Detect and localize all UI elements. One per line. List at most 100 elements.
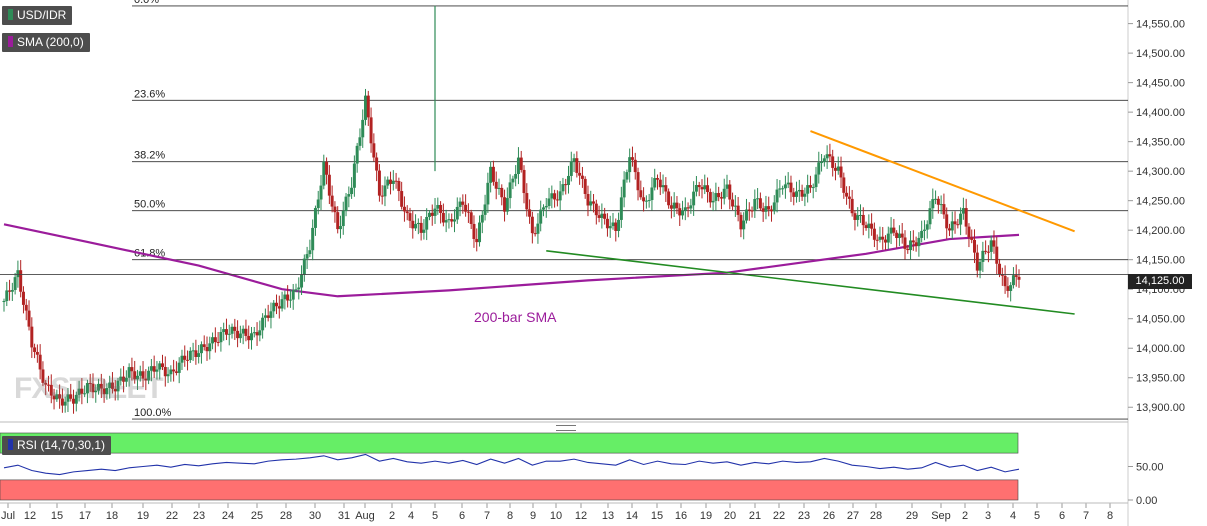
- candle-body: [224, 329, 228, 335]
- candle-body: [252, 332, 256, 334]
- candle-body: [973, 239, 977, 253]
- time-tick-label: Sep: [931, 510, 951, 522]
- candle-body: [575, 158, 579, 173]
- candle-body: [611, 222, 615, 227]
- candle-body: [191, 350, 195, 352]
- candle-body: [155, 369, 159, 372]
- candle-body: [327, 174, 331, 196]
- candle-body: [447, 219, 451, 221]
- rsi-tick-label: 50.00: [1136, 462, 1164, 474]
- fib-level-label: 50.0%: [134, 199, 165, 211]
- candle-body: [895, 232, 899, 239]
- candle-body: [589, 201, 593, 206]
- candle-body: [202, 344, 206, 347]
- candle-body: [1011, 275, 1015, 286]
- candle-body: [781, 188, 785, 190]
- time-tick-label: 5: [432, 510, 438, 522]
- time-tick-label: 24: [222, 510, 234, 522]
- candle-body: [639, 190, 643, 198]
- candle-body: [636, 172, 640, 191]
- candle-body: [386, 179, 390, 186]
- candle-body: [697, 185, 701, 188]
- candle-body: [739, 214, 743, 230]
- candle-body: [85, 383, 89, 394]
- time-tick-label: 13: [602, 510, 614, 522]
- candle-body: [870, 223, 874, 229]
- candle-body: [953, 221, 957, 225]
- candle-body: [970, 237, 974, 240]
- candle-body: [655, 178, 659, 180]
- candle-body: [469, 212, 473, 224]
- candle-body: [561, 184, 565, 192]
- candle-body: [322, 161, 326, 186]
- rsi-pane: 0.00 50.00: [0, 432, 1164, 507]
- candle-body: [856, 215, 860, 220]
- candle-body: [998, 263, 1002, 275]
- candle-body: [272, 302, 276, 312]
- candle-body: [283, 294, 287, 300]
- candle-body: [241, 328, 245, 334]
- candle-body: [934, 198, 938, 200]
- candle-body: [547, 198, 551, 206]
- candle-body: [411, 220, 415, 229]
- candle-body: [758, 198, 762, 209]
- sma-annotation: 200-bar SMA: [474, 309, 557, 325]
- candle-body: [338, 226, 342, 230]
- candle-body: [747, 209, 751, 211]
- candle-body: [650, 187, 654, 201]
- candle-body: [163, 366, 167, 377]
- candle-body: [603, 213, 607, 219]
- candle-body: [414, 224, 418, 229]
- candle-body: [992, 240, 996, 247]
- candle-body: [978, 261, 982, 271]
- candle-body: [211, 337, 215, 344]
- candle-body: [672, 202, 676, 209]
- time-tick-label: 7: [1083, 510, 1089, 522]
- candle-body: [516, 157, 520, 174]
- candle-body: [255, 332, 259, 336]
- candle-body: [141, 371, 145, 379]
- candle-body: [761, 208, 765, 212]
- candle-body: [797, 189, 801, 192]
- candle-body: [984, 250, 988, 252]
- candle-body: [450, 219, 454, 222]
- candle-body: [46, 384, 50, 386]
- candle-body: [83, 393, 87, 395]
- candle-body: [461, 201, 465, 205]
- candle-body: [717, 193, 721, 198]
- candle-body: [291, 289, 295, 300]
- candle-body: [959, 213, 963, 225]
- candle-body: [633, 159, 637, 173]
- candle-body: [152, 366, 156, 372]
- candle-body: [58, 394, 62, 399]
- time-tick-label: Aug: [355, 510, 375, 522]
- candle-body: [928, 208, 932, 225]
- candle-body: [872, 228, 876, 240]
- candle-body: [380, 195, 384, 197]
- time-tick-label: 25: [251, 510, 263, 522]
- candle-body: [97, 383, 101, 391]
- candle-body: [177, 362, 181, 373]
- candle-body: [853, 213, 857, 220]
- time-tick-label: 16: [675, 510, 687, 522]
- candle-body: [931, 199, 935, 209]
- time-tick-label: 28: [280, 510, 292, 522]
- grid-lines: [0, 0, 1129, 526]
- candle-body: [722, 188, 726, 199]
- candle-body: [917, 237, 921, 247]
- candle-body: [967, 226, 971, 238]
- candle-body: [981, 250, 985, 262]
- candle-body: [728, 184, 732, 200]
- time-tick-label: 6: [1059, 510, 1065, 522]
- time-tick-label: 27: [847, 510, 859, 522]
- price-tick-label: 14,150.00: [1136, 255, 1185, 267]
- candle-body: [19, 270, 23, 292]
- candle-body: [416, 222, 420, 225]
- price-tick-label: 14,550.00: [1136, 19, 1185, 31]
- price-tick-label: 14,000.00: [1136, 343, 1185, 355]
- pane-resize-handle[interactable]: [556, 425, 576, 431]
- candle-body: [194, 350, 198, 357]
- candle-body: [294, 289, 298, 291]
- candle-body: [355, 145, 359, 164]
